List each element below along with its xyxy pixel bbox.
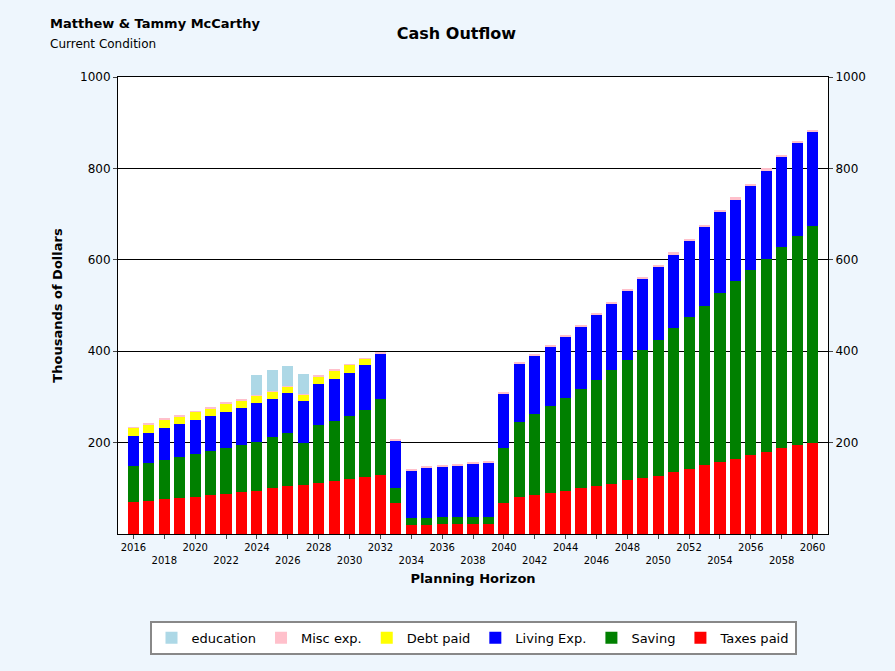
svg-text:2058: 2058 <box>769 555 794 566</box>
svg-text:education: education <box>192 631 257 646</box>
svg-text:Matthew & Tammy McCarthy: Matthew & Tammy McCarthy <box>50 16 261 31</box>
svg-text:600: 600 <box>835 253 858 267</box>
svg-text:Saving: Saving <box>631 631 675 646</box>
svg-text:2024: 2024 <box>244 542 269 553</box>
svg-text:2038: 2038 <box>460 555 485 566</box>
svg-text:2054: 2054 <box>707 555 732 566</box>
svg-text:200: 200 <box>88 436 111 450</box>
svg-text:2056: 2056 <box>738 542 763 553</box>
svg-text:Current Condition: Current Condition <box>50 37 156 51</box>
svg-text:Planning Horizon: Planning Horizon <box>410 571 535 586</box>
svg-text:2052: 2052 <box>676 542 701 553</box>
svg-text:2032: 2032 <box>368 542 393 553</box>
svg-text:2046: 2046 <box>584 555 609 566</box>
svg-text:800: 800 <box>835 162 858 176</box>
svg-text:400: 400 <box>88 344 111 358</box>
svg-text:2040: 2040 <box>491 542 516 553</box>
svg-text:Thousands of Dollars: Thousands of Dollars <box>50 228 65 383</box>
svg-text:Taxes paid: Taxes paid <box>719 631 788 646</box>
svg-text:400: 400 <box>835 344 858 358</box>
svg-text:Misc exp.: Misc exp. <box>301 631 362 646</box>
svg-text:2026: 2026 <box>275 555 300 566</box>
svg-text:2060: 2060 <box>800 542 825 553</box>
svg-text:2034: 2034 <box>399 555 424 566</box>
svg-text:2022: 2022 <box>213 555 238 566</box>
svg-text:2028: 2028 <box>306 542 331 553</box>
svg-text:Debt paid: Debt paid <box>407 631 471 646</box>
svg-text:800: 800 <box>88 162 111 176</box>
svg-text:2050: 2050 <box>645 555 670 566</box>
svg-text:2018: 2018 <box>152 555 177 566</box>
svg-text:2048: 2048 <box>615 542 640 553</box>
svg-text:Cash Outflow: Cash Outflow <box>397 24 517 43</box>
svg-text:2036: 2036 <box>429 542 454 553</box>
svg-text:2044: 2044 <box>553 542 578 553</box>
svg-text:1000: 1000 <box>835 70 866 84</box>
svg-text:2016: 2016 <box>121 542 146 553</box>
svg-text:2020: 2020 <box>182 542 207 553</box>
svg-text:2042: 2042 <box>522 555 547 566</box>
svg-text:2030: 2030 <box>337 555 362 566</box>
svg-text:600: 600 <box>88 253 111 267</box>
svg-text:1000: 1000 <box>80 70 111 84</box>
svg-text:Living Exp.: Living Exp. <box>515 631 586 646</box>
svg-text:200: 200 <box>835 436 858 450</box>
